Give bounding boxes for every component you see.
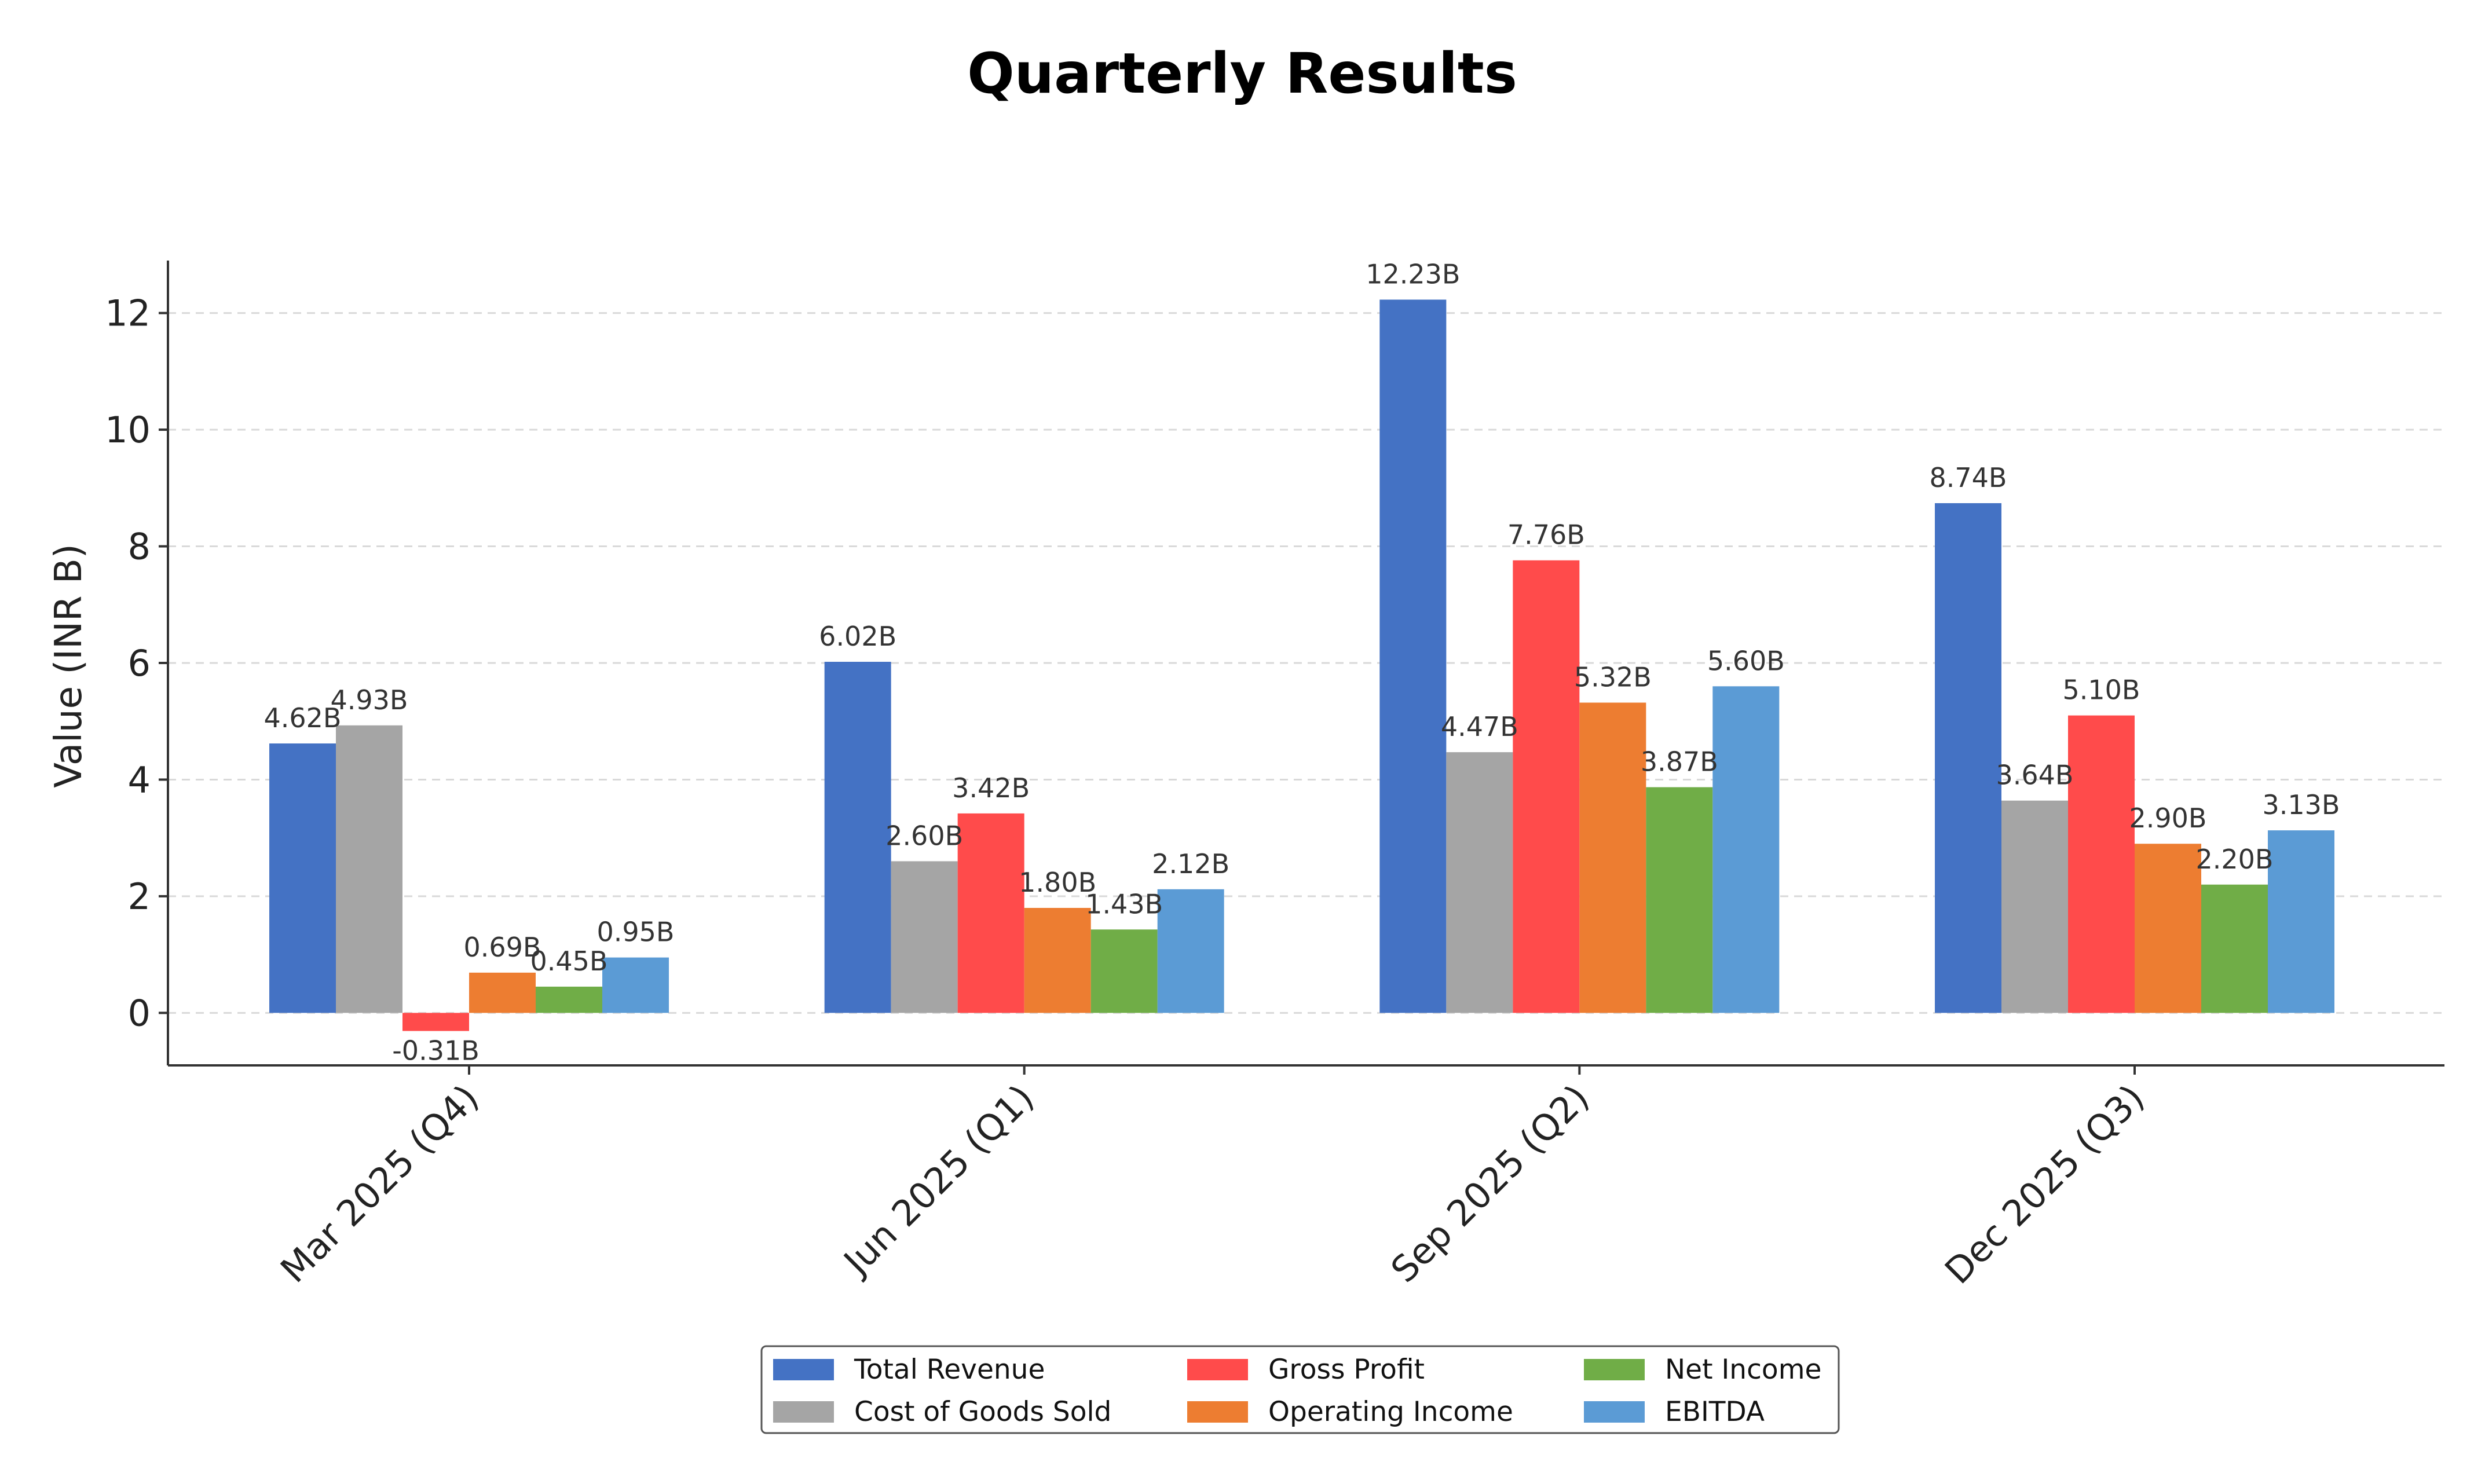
bar-net-income-1 (1090, 929, 1158, 1013)
bar-operating-income-1 (1024, 908, 1091, 1013)
data-label: 3.87B (1641, 746, 1718, 778)
data-label: 3.42B (952, 772, 1030, 804)
y-tick-label: 10 (105, 409, 151, 451)
data-label: 4.62B (264, 702, 342, 734)
legend-label: Cost of Goods Sold (854, 1396, 1111, 1428)
data-label: 5.60B (1707, 645, 1785, 676)
y-tick-label: 0 (128, 992, 151, 1034)
bar-operating-income-0 (469, 972, 536, 1013)
bar-ebitda-1 (1157, 889, 1224, 1013)
x-tick-label: Mar 2025 (Q4) (272, 1076, 486, 1291)
bar-net-income-0 (536, 987, 602, 1013)
legend-swatch (773, 1401, 834, 1423)
y-axis-label: Value (INR B) (47, 544, 90, 788)
data-label: 3.64B (1996, 760, 2074, 791)
bar-cost-of-goods-sold-2 (1446, 752, 1513, 1013)
bar-gross-profit-3 (2068, 715, 2135, 1013)
x-tick-label: Jun 2025 (Q1) (834, 1076, 1042, 1284)
data-label: 1.80B (1019, 867, 1096, 898)
data-label: 2.12B (1152, 848, 1229, 880)
bar-ebitda-3 (2268, 830, 2334, 1013)
data-label: 0.95B (597, 917, 675, 948)
bar-total-revenue-2 (1379, 299, 1447, 1013)
bar-net-income-2 (1646, 787, 1713, 1013)
legend-swatch (1584, 1359, 1645, 1380)
legend-swatch (1187, 1401, 1248, 1423)
bar-operating-income-2 (1579, 702, 1646, 1013)
bar-cost-of-goods-sold-0 (336, 725, 402, 1013)
data-label: 0.45B (530, 946, 608, 977)
bar-ebitda-2 (1712, 686, 1780, 1013)
bar-net-income-3 (2201, 884, 2268, 1013)
data-label: 8.74B (1930, 462, 2007, 493)
bar-cost-of-goods-sold-3 (2001, 800, 2068, 1013)
x-tick-label: Sep 2025 (Q2) (1383, 1076, 1597, 1291)
data-label: 4.93B (331, 684, 408, 716)
data-label: 4.47B (1441, 711, 1518, 742)
legend-frame (760, 1345, 1840, 1434)
data-label: 0.69B (464, 932, 541, 963)
y-tick-label: 4 (128, 759, 151, 801)
data-label: 12.23B (1366, 258, 1460, 290)
bar-gross-profit-2 (1513, 560, 1580, 1013)
x-tick-label: Dec 2025 (Q3) (1937, 1076, 2153, 1292)
y-tick-label: 2 (128, 875, 151, 918)
y-tick-label: 8 (128, 526, 151, 568)
bar-total-revenue-1 (824, 661, 891, 1013)
chart-title: Quarterly Results (967, 41, 1517, 106)
legend-label: EBITDA (1665, 1396, 1765, 1428)
legend-swatch (773, 1359, 834, 1380)
legend-label: Total Revenue (854, 1354, 1045, 1386)
legend-label: Gross Profit (1268, 1354, 1425, 1386)
bar-ebitda-0 (602, 957, 669, 1013)
bar-cost-of-goods-sold-1 (891, 861, 958, 1013)
data-label: 6.02B (819, 621, 896, 652)
data-label: 5.32B (1574, 661, 1652, 692)
bar-gross-profit-1 (957, 813, 1024, 1013)
data-label: -0.31B (392, 1035, 480, 1067)
bar-total-revenue-3 (1935, 503, 2001, 1013)
data-label: 5.10B (2063, 675, 2140, 706)
data-label: 2.90B (2129, 803, 2207, 834)
data-label: 2.60B (885, 820, 963, 851)
bar-total-revenue-0 (269, 743, 336, 1013)
data-label: 7.76B (1507, 519, 1585, 551)
data-label: 3.13B (2263, 789, 2340, 820)
y-tick-label: 6 (128, 642, 151, 684)
legend-swatch (1584, 1401, 1645, 1423)
data-label: 1.43B (1085, 888, 1163, 919)
legend: Total Revenue Cost of Goods Sold Gross Pro… (760, 1345, 1840, 1434)
bar-gross-profit-0 (402, 1013, 469, 1031)
y-tick-label: 12 (105, 292, 151, 335)
data-label: 2.20B (2196, 844, 2274, 875)
bars (269, 299, 2334, 1031)
bar-operating-income-3 (2135, 844, 2201, 1013)
legend-label: Net Income (1665, 1354, 1821, 1386)
legend-label: Operating Income (1268, 1396, 1513, 1428)
legend-swatch (1187, 1359, 1248, 1380)
